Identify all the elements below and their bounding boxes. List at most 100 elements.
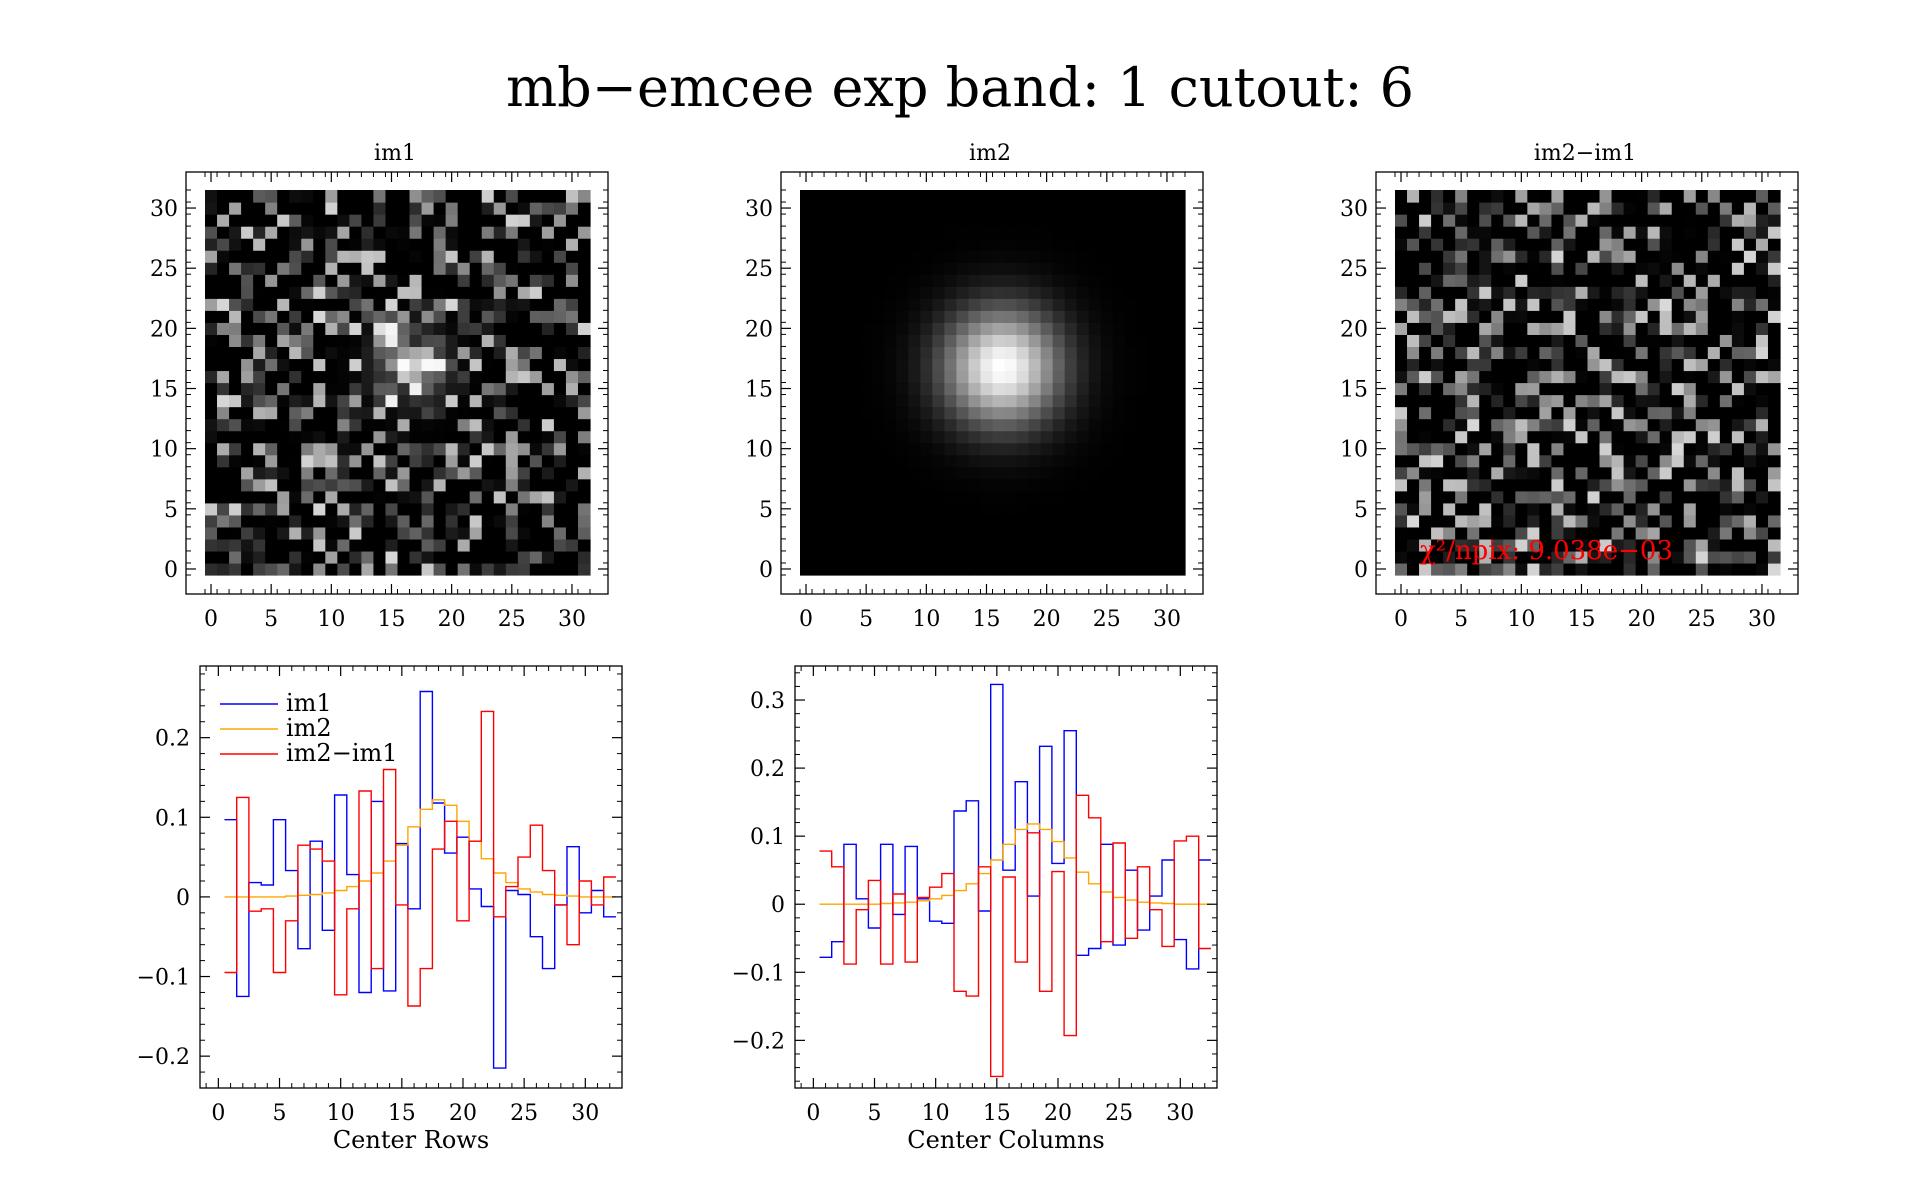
image-pixel [944, 430, 958, 444]
image-pixel [1124, 310, 1138, 323]
image-pixel [577, 406, 591, 420]
image-pixel [433, 382, 447, 396]
image-pixel [1695, 322, 1709, 335]
image-pixel [1431, 442, 1444, 456]
image-pixel [469, 226, 483, 239]
image-pixel [1148, 562, 1162, 576]
image-pixel [1479, 346, 1492, 360]
image-pixel [313, 262, 326, 275]
image-pixel [565, 370, 579, 384]
image-pixel [1004, 514, 1018, 528]
image-pixel [1431, 418, 1444, 432]
image-pixel [932, 526, 945, 540]
image-pixel [1088, 502, 1102, 516]
image-pixel [1695, 202, 1709, 215]
image-pixel [457, 406, 471, 420]
image-pixel [265, 538, 278, 552]
image-pixel [1575, 394, 1589, 408]
image-pixel [1467, 190, 1480, 203]
image-pixel [1563, 214, 1577, 227]
image-pixel [1443, 526, 1456, 540]
y-tick-label: 0.1 [155, 806, 190, 831]
image-pixel [1599, 202, 1613, 215]
image-pixel [860, 382, 873, 396]
image-pixel [349, 202, 363, 215]
image-pixel [493, 526, 507, 540]
image-pixel [1407, 430, 1420, 444]
image-pixel [800, 430, 813, 444]
image-pixel [1623, 262, 1637, 275]
image-pixel [361, 358, 375, 372]
image-pixel [385, 346, 399, 360]
image-pixel [529, 442, 543, 456]
image-pixel [241, 322, 254, 335]
image-pixel [956, 370, 970, 384]
image-pixel [1767, 310, 1781, 323]
image-pixel [421, 310, 435, 323]
image-pixel [541, 190, 555, 203]
image-pixel [1671, 490, 1685, 504]
image-pixel [1611, 502, 1625, 516]
image-pixel [1443, 442, 1456, 456]
image-pixel [1052, 442, 1066, 456]
image-pixel [409, 190, 423, 203]
image-pixel [1443, 358, 1456, 372]
image-pixel [517, 250, 531, 263]
image-pixel [1443, 478, 1456, 492]
image-pixel [1743, 346, 1757, 360]
image-pixel [577, 478, 591, 492]
image-pixel [800, 454, 813, 468]
image-pixel [1659, 358, 1673, 372]
image-pixel [1028, 274, 1042, 287]
image-pixel [1575, 274, 1589, 287]
image-pixel [265, 454, 278, 468]
image-pixel [1671, 382, 1685, 396]
image-pixel [1407, 298, 1420, 311]
image-pixel [493, 298, 507, 311]
image-pixel [1719, 490, 1733, 504]
image-pixel [1076, 310, 1090, 323]
image-pixel [505, 346, 519, 360]
image-pixel [1467, 358, 1480, 372]
image-pixel [1431, 286, 1444, 299]
image-pixel [1124, 346, 1138, 360]
image-pixel [872, 250, 885, 263]
image-pixel [1040, 214, 1054, 227]
image-pixel [1539, 334, 1553, 348]
image-pixel [800, 274, 813, 287]
x-tick-label: 10 [912, 607, 940, 632]
image-pixel [1743, 382, 1757, 396]
x-tick-label: 30 [571, 1101, 599, 1126]
image-pixel [517, 466, 531, 480]
image-pixel [1016, 310, 1030, 323]
image-pixel [1455, 190, 1468, 203]
image-pixel [1064, 250, 1078, 263]
image-pixel [1575, 562, 1589, 576]
image-pixel [1443, 370, 1456, 384]
image-pixel [1731, 250, 1745, 263]
image-pixel [1148, 238, 1162, 251]
image-pixel [445, 478, 459, 492]
image-pixel [1160, 322, 1174, 335]
image-pixel [1539, 394, 1553, 408]
image-pixel [421, 466, 435, 480]
image-pixel [1515, 274, 1528, 287]
image-pixel [505, 214, 519, 227]
image-pixel [241, 286, 254, 299]
image-pixel [1671, 202, 1685, 215]
image-pixel [541, 526, 555, 540]
image-pixel [932, 334, 945, 348]
image-pixel [968, 442, 982, 456]
image-pixel [469, 526, 483, 540]
image-pixel [313, 550, 326, 564]
x-tick-label: 15 [1567, 607, 1595, 632]
image-pixel [385, 454, 399, 468]
image-pixel [445, 226, 459, 239]
image-pixel [445, 526, 459, 540]
image-pixel [1124, 466, 1138, 480]
image-pixel [1587, 358, 1601, 372]
image-pixel [1707, 286, 1721, 299]
image-pixel [992, 214, 1006, 227]
image-pixel [896, 502, 909, 516]
image-pixel [481, 298, 495, 311]
